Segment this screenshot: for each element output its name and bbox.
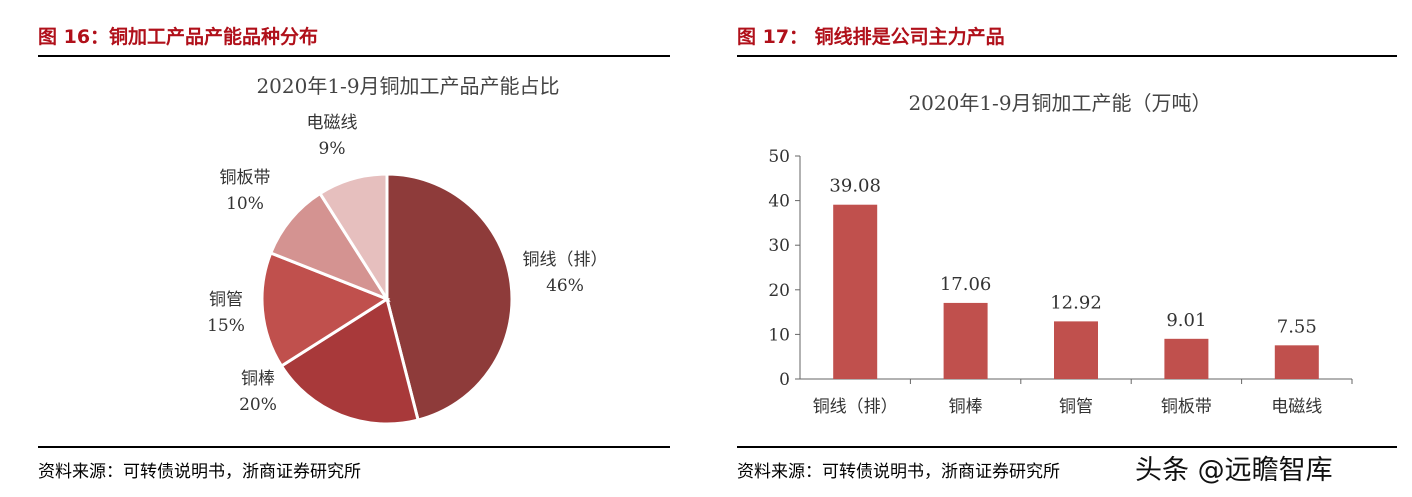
x-tick-label: 铜线（排）	[813, 397, 898, 417]
y-tick-label: 50	[768, 147, 790, 167]
pie-label: 铜板带	[220, 168, 271, 188]
y-tick-label: 40	[768, 192, 790, 212]
pie-percent: 15%	[207, 316, 245, 336]
x-tick-label: 铜棒	[949, 397, 983, 417]
divider	[737, 446, 1397, 448]
bar-0	[833, 204, 878, 379]
pie-title: 2020年1-9月铜加工产品产能占比	[256, 74, 559, 98]
pie-slice-3	[268, 191, 391, 303]
bar-3	[1164, 338, 1209, 379]
bar-value-label: 17.06	[940, 274, 992, 295]
figure-17-title: 图 17： 铜线排是公司主力产品	[737, 26, 1005, 48]
x-tick-label: 铜板带	[1161, 397, 1212, 417]
pie-percent: 20%	[239, 395, 277, 415]
x-tick-label: 电磁线	[1271, 397, 1322, 417]
bar-value-label: 9.01	[1166, 310, 1206, 331]
bar-title: 2020年1-9月铜加工产能（万吨）	[908, 91, 1211, 115]
divider	[737, 55, 1397, 57]
bar-value-label: 12.92	[1050, 292, 1102, 313]
figure-16-source: 资料来源：可转债说明书，浙商证券研究所	[38, 462, 361, 482]
divider	[38, 446, 670, 448]
pie-label: 铜棒	[241, 369, 275, 389]
bar-4	[1274, 345, 1319, 379]
pie-label: 铜管	[209, 290, 243, 310]
y-tick-label: 30	[768, 236, 790, 256]
bar-value-label: 7.55	[1277, 316, 1317, 337]
pie-label: 电磁线	[307, 113, 358, 133]
figure-16-title: 图 16：铜加工产品产能品种分布	[38, 26, 319, 48]
y-tick-label: 0	[779, 370, 790, 390]
y-tick-label: 20	[768, 281, 790, 301]
pie-slice-4	[317, 172, 389, 305]
y-tick-label: 10	[768, 325, 790, 345]
bar-1	[943, 302, 988, 379]
pie-slice-0	[385, 172, 514, 422]
bar-value-label: 39.08	[829, 176, 881, 197]
pie-percent: 10%	[226, 194, 264, 214]
pie-slice-1	[279, 296, 420, 426]
pie-label: 铜线（排）	[523, 250, 608, 270]
x-tick-label: 铜管	[1059, 397, 1093, 417]
pie-percent: 9%	[319, 139, 346, 159]
figure-17-source: 资料来源：可转债说明书，浙商证券研究所	[737, 462, 1060, 482]
watermark: 头条 @远瞻智库	[1135, 455, 1333, 486]
pie-slice-2	[260, 251, 391, 369]
pie-percent: 46%	[546, 276, 584, 296]
divider	[38, 55, 670, 57]
bar-2	[1054, 321, 1098, 379]
